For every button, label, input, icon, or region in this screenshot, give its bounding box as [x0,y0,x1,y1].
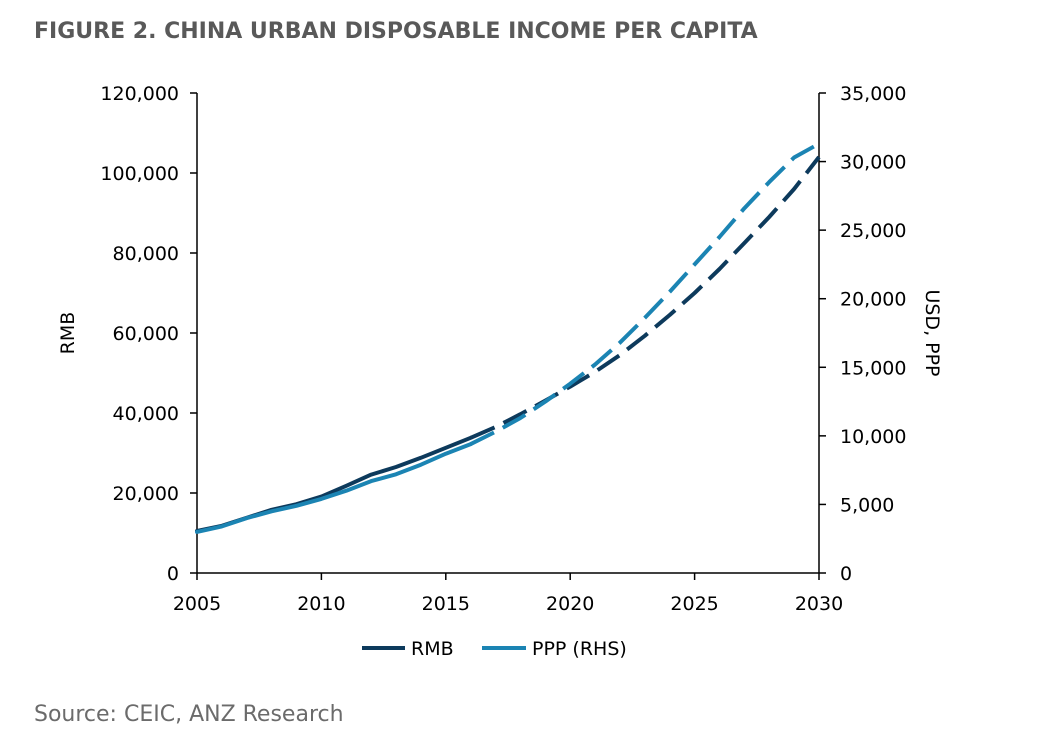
right-y-tick-label: 5,000 [840,494,894,516]
chart-title: FIGURE 2. CHINA URBAN DISPOSABLE INCOME … [34,19,758,44]
series-line-ppp-rhs-actual [195,442,473,534]
right-y-axis-title: USD, PPP [921,289,943,376]
x-tick-label: 2020 [546,593,594,615]
x-tick-label: 2025 [670,593,718,615]
legend-label-rmb: RMB [411,638,454,660]
left-y-tick-label: 0 [167,563,179,585]
right-y-tick-label: 0 [840,563,852,585]
right-y-ticks: 0 5,000 10,000 15,000 20,000 25,000 30,000 35,0… [819,83,906,585]
x-tick-label: 2005 [173,593,221,615]
left-y-axis-title: RMB [57,312,79,355]
left-y-tick-label: 20,000 [113,483,179,505]
right-y-tick-label: 25,000 [840,220,906,242]
left-y-tick-label: 40,000 [113,403,179,425]
series-line-ppp-rhs-forecast [469,141,820,446]
right-y-tick-label: 20,000 [840,289,906,311]
right-y-tick-label: 35,000 [840,83,906,105]
series-line-rmb-forecast [469,155,821,440]
legend: RMB PPP (RHS) [362,638,627,660]
series-layer [195,141,821,534]
plot-area: 020,00040,00060,00080,000100,000120,000 … [100,83,906,615]
left-y-tick-label: 120,000 [100,83,179,105]
x-tick-label: 2030 [795,593,843,615]
legend-label-ppp: PPP (RHS) [532,638,627,660]
left-y-tick-label: 100,000 [100,163,179,185]
right-y-tick-label: 10,000 [840,426,906,448]
series-line-rmb-actual [195,435,473,533]
left-y-tick-label: 60,000 [113,323,179,345]
x-ticks: 2005 2010 2015 2020 2025 2030 [173,573,843,615]
source-note: Source: CEIC, ANZ Research [34,702,344,727]
left-y-ticks: 0 20,000 40,000 60,000 80,000 100,000 120,000 [100,83,197,585]
left-y-tick-label: 80,000 [113,243,179,265]
x-tick-label: 2015 [422,593,470,615]
right-y-tick-label: 15,000 [840,357,906,379]
x-tick-label: 2010 [297,593,345,615]
right-y-tick-label: 30,000 [840,152,906,174]
